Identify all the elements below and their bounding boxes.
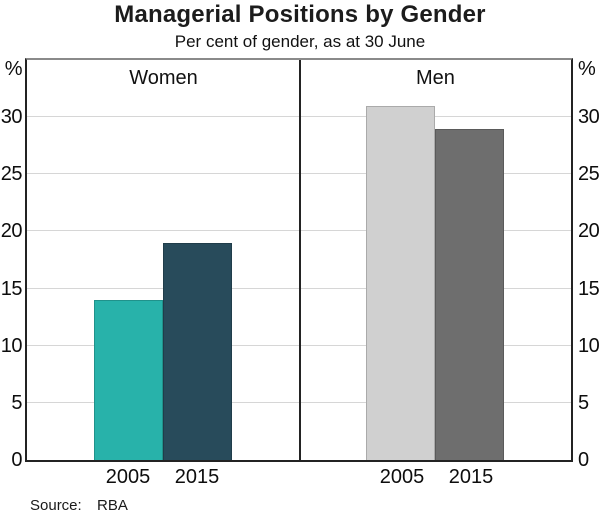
y-tick-label-5: 5 (11, 392, 22, 414)
bar-men-2005 (366, 105, 436, 460)
panel-label-women: Women (129, 67, 198, 89)
x-tick-label: 2015 (174, 466, 220, 488)
x-tick-label: 2015 (448, 466, 494, 488)
y-tick-label-5: 5 (578, 392, 589, 414)
source-value: RBA (97, 497, 128, 514)
x-axis-labels: 2005 2015 2005 2015 (25, 466, 573, 490)
y-tick-label-0: 0 (578, 449, 589, 471)
x-label-group-men: 2005 2015 (300, 466, 573, 490)
y-tick-label-30: 30 (578, 106, 600, 128)
y-tick-label-0: 0 (11, 449, 22, 471)
source-label: Source: (30, 497, 82, 514)
panel-label-men: Men (416, 67, 455, 89)
bar-men-2015 (435, 128, 505, 460)
panel-women (27, 60, 300, 460)
y-tick-label-10: 10 (0, 335, 23, 357)
y-tick-label-15: 15 (0, 278, 23, 300)
plot-area: Women Men (25, 58, 573, 462)
chart-subtitle: Per cent of gender, as at 30 June (174, 32, 426, 51)
y-tick-label-10: 10 (578, 335, 600, 357)
x-tick-label: 2005 (379, 466, 425, 488)
y-tick-label-20: 20 (578, 220, 600, 242)
bar-women-2015 (163, 242, 233, 460)
panel-divider (298, 60, 301, 460)
y-tick-label-20: 20 (0, 220, 23, 242)
x-tick-label: 2005 (105, 466, 151, 488)
y-tick-label-25: 25 (578, 163, 600, 185)
y-axis-unit: % (4, 58, 23, 80)
chart-title: Managerial Positions by Gender (114, 1, 486, 28)
panel-men (300, 60, 571, 460)
y-tick-label-15: 15 (578, 278, 600, 300)
x-label-group-women: 2005 2015 (25, 466, 300, 490)
bar-women-2005 (94, 300, 164, 460)
y-tick-label-30: 30 (0, 106, 23, 128)
y-axis-unit: % (578, 58, 596, 80)
source-line: Source: RBA (30, 497, 128, 515)
y-tick-label-25: 25 (0, 163, 23, 185)
